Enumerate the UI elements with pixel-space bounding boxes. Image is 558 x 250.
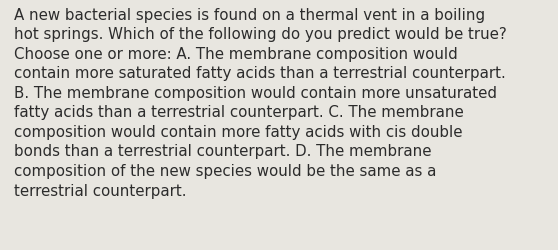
- Text: A new bacterial species is found on a thermal vent in a boiling
hot springs. Whi: A new bacterial species is found on a th…: [14, 8, 507, 198]
